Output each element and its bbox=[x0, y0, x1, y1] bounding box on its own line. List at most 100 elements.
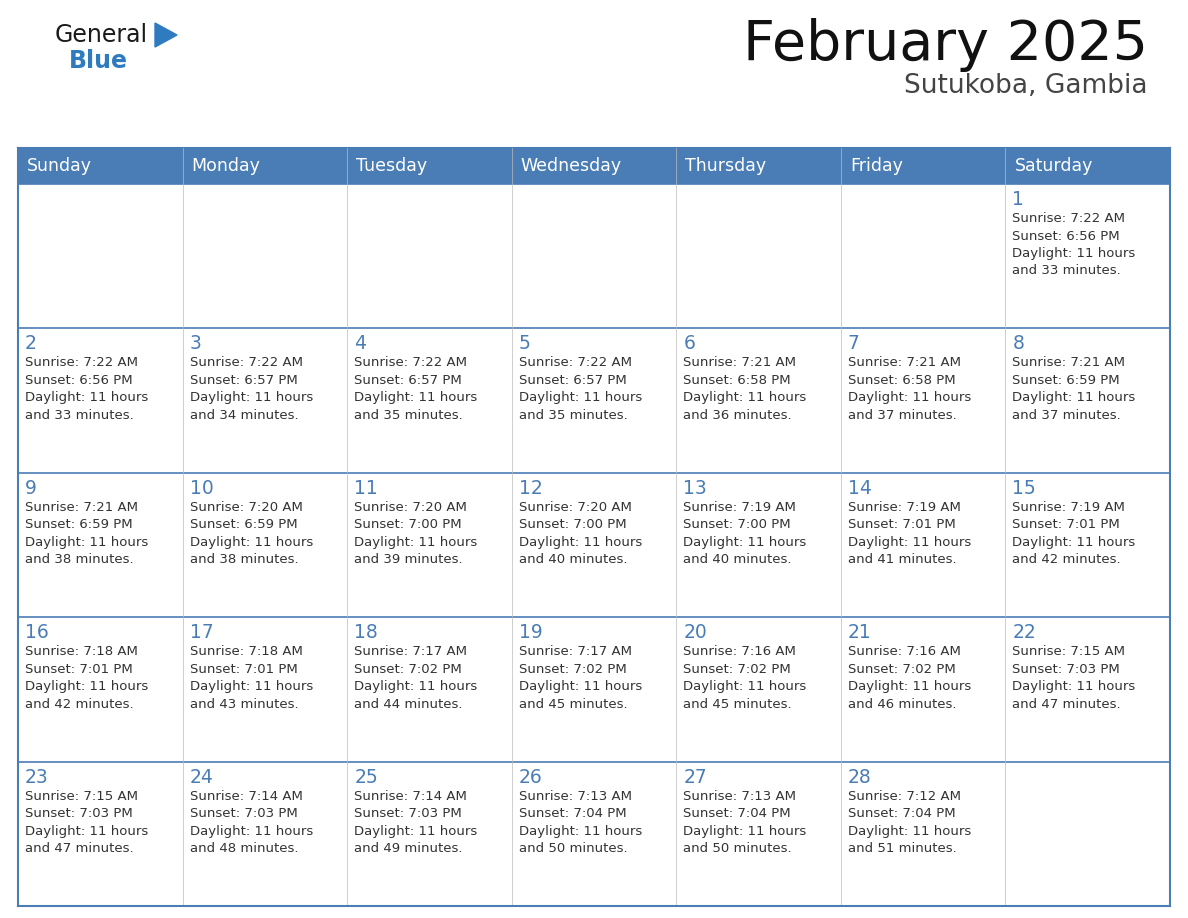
Bar bbox=[1005, 329, 1170, 473]
Text: and 50 minutes.: and 50 minutes. bbox=[683, 842, 792, 855]
Text: and 51 minutes.: and 51 minutes. bbox=[848, 842, 956, 855]
Bar bbox=[1005, 617, 1170, 762]
Text: Sunset: 7:01 PM: Sunset: 7:01 PM bbox=[190, 663, 297, 676]
Text: and 47 minutes.: and 47 minutes. bbox=[25, 842, 133, 855]
Text: Sunset: 6:58 PM: Sunset: 6:58 PM bbox=[848, 374, 955, 386]
Text: Daylight: 11 hours: Daylight: 11 hours bbox=[848, 536, 971, 549]
Text: Daylight: 11 hours: Daylight: 11 hours bbox=[1012, 391, 1136, 405]
Text: Daylight: 11 hours: Daylight: 11 hours bbox=[519, 391, 642, 405]
Text: Daylight: 11 hours: Daylight: 11 hours bbox=[519, 536, 642, 549]
Text: General: General bbox=[55, 23, 148, 47]
Text: 6: 6 bbox=[683, 334, 695, 353]
Bar bbox=[841, 329, 1005, 473]
Bar bbox=[841, 473, 1005, 617]
Text: February 2025: February 2025 bbox=[742, 18, 1148, 72]
Bar bbox=[841, 762, 1005, 906]
Text: and 36 minutes.: and 36 minutes. bbox=[683, 409, 792, 422]
Text: 16: 16 bbox=[25, 623, 49, 643]
Text: Daylight: 11 hours: Daylight: 11 hours bbox=[519, 680, 642, 693]
Text: 19: 19 bbox=[519, 623, 543, 643]
Text: Sunrise: 7:22 AM: Sunrise: 7:22 AM bbox=[1012, 212, 1125, 225]
Text: 22: 22 bbox=[1012, 623, 1036, 643]
Text: 25: 25 bbox=[354, 767, 378, 787]
Bar bbox=[1005, 762, 1170, 906]
Text: 7: 7 bbox=[848, 334, 860, 353]
Text: 1: 1 bbox=[1012, 190, 1024, 209]
Text: Sunset: 7:02 PM: Sunset: 7:02 PM bbox=[848, 663, 955, 676]
Text: and 45 minutes.: and 45 minutes. bbox=[519, 698, 627, 711]
Text: and 44 minutes.: and 44 minutes. bbox=[354, 698, 462, 711]
Bar bbox=[841, 184, 1005, 329]
Text: and 41 minutes.: and 41 minutes. bbox=[848, 554, 956, 566]
Text: 11: 11 bbox=[354, 479, 378, 498]
Bar bbox=[512, 617, 676, 762]
Text: Daylight: 11 hours: Daylight: 11 hours bbox=[848, 680, 971, 693]
Bar bbox=[183, 473, 347, 617]
Text: Sunrise: 7:15 AM: Sunrise: 7:15 AM bbox=[1012, 645, 1125, 658]
Text: Saturday: Saturday bbox=[1015, 157, 1093, 175]
Text: Sunrise: 7:17 AM: Sunrise: 7:17 AM bbox=[519, 645, 632, 658]
Text: Daylight: 11 hours: Daylight: 11 hours bbox=[25, 680, 148, 693]
Text: 4: 4 bbox=[354, 334, 366, 353]
Text: Sunrise: 7:17 AM: Sunrise: 7:17 AM bbox=[354, 645, 467, 658]
Text: Sunrise: 7:16 AM: Sunrise: 7:16 AM bbox=[683, 645, 796, 658]
Text: and 33 minutes.: and 33 minutes. bbox=[1012, 264, 1121, 277]
Text: Daylight: 11 hours: Daylight: 11 hours bbox=[354, 391, 478, 405]
Text: Sunrise: 7:22 AM: Sunrise: 7:22 AM bbox=[25, 356, 138, 369]
Text: Sunset: 6:59 PM: Sunset: 6:59 PM bbox=[1012, 374, 1120, 386]
Polygon shape bbox=[154, 23, 177, 47]
Text: Sunrise: 7:18 AM: Sunrise: 7:18 AM bbox=[190, 645, 303, 658]
Text: 5: 5 bbox=[519, 334, 531, 353]
Bar bbox=[183, 184, 347, 329]
Text: Sunrise: 7:15 AM: Sunrise: 7:15 AM bbox=[25, 789, 138, 802]
Text: Daylight: 11 hours: Daylight: 11 hours bbox=[354, 536, 478, 549]
Bar bbox=[18, 617, 183, 762]
Text: Sunrise: 7:22 AM: Sunrise: 7:22 AM bbox=[354, 356, 467, 369]
Text: Sunset: 6:56 PM: Sunset: 6:56 PM bbox=[25, 374, 133, 386]
Bar bbox=[347, 617, 512, 762]
Text: Daylight: 11 hours: Daylight: 11 hours bbox=[683, 536, 807, 549]
Text: Sunrise: 7:22 AM: Sunrise: 7:22 AM bbox=[190, 356, 303, 369]
Text: 28: 28 bbox=[848, 767, 872, 787]
Bar bbox=[512, 184, 676, 329]
Bar bbox=[512, 473, 676, 617]
Bar bbox=[347, 184, 512, 329]
Text: Sunrise: 7:13 AM: Sunrise: 7:13 AM bbox=[683, 789, 796, 802]
Text: Daylight: 11 hours: Daylight: 11 hours bbox=[25, 824, 148, 837]
Text: 3: 3 bbox=[190, 334, 202, 353]
Text: Daylight: 11 hours: Daylight: 11 hours bbox=[354, 824, 478, 837]
Text: Sunrise: 7:14 AM: Sunrise: 7:14 AM bbox=[190, 789, 303, 802]
Text: and 43 minutes.: and 43 minutes. bbox=[190, 698, 298, 711]
Text: Sunset: 7:00 PM: Sunset: 7:00 PM bbox=[683, 519, 791, 532]
Text: and 38 minutes.: and 38 minutes. bbox=[25, 554, 133, 566]
Text: Sunrise: 7:18 AM: Sunrise: 7:18 AM bbox=[25, 645, 138, 658]
Text: and 47 minutes.: and 47 minutes. bbox=[1012, 698, 1121, 711]
Text: Daylight: 11 hours: Daylight: 11 hours bbox=[1012, 536, 1136, 549]
Text: Sunset: 7:01 PM: Sunset: 7:01 PM bbox=[25, 663, 133, 676]
Text: and 35 minutes.: and 35 minutes. bbox=[519, 409, 627, 422]
Text: and 37 minutes.: and 37 minutes. bbox=[1012, 409, 1121, 422]
Text: 8: 8 bbox=[1012, 334, 1024, 353]
Text: and 46 minutes.: and 46 minutes. bbox=[848, 698, 956, 711]
Bar bbox=[183, 762, 347, 906]
Text: Sunset: 7:01 PM: Sunset: 7:01 PM bbox=[1012, 519, 1120, 532]
Text: and 42 minutes.: and 42 minutes. bbox=[1012, 554, 1121, 566]
Text: Daylight: 11 hours: Daylight: 11 hours bbox=[190, 536, 312, 549]
Text: Daylight: 11 hours: Daylight: 11 hours bbox=[683, 680, 807, 693]
Text: Sunset: 7:00 PM: Sunset: 7:00 PM bbox=[519, 519, 626, 532]
Text: Sunrise: 7:20 AM: Sunrise: 7:20 AM bbox=[519, 501, 632, 514]
Text: Daylight: 11 hours: Daylight: 11 hours bbox=[683, 391, 807, 405]
Text: Sunrise: 7:19 AM: Sunrise: 7:19 AM bbox=[848, 501, 961, 514]
Text: Sunset: 7:00 PM: Sunset: 7:00 PM bbox=[354, 519, 462, 532]
Text: and 33 minutes.: and 33 minutes. bbox=[25, 409, 134, 422]
Text: Sunrise: 7:22 AM: Sunrise: 7:22 AM bbox=[519, 356, 632, 369]
Text: Sunset: 6:56 PM: Sunset: 6:56 PM bbox=[1012, 230, 1120, 242]
Text: Sunrise: 7:20 AM: Sunrise: 7:20 AM bbox=[190, 501, 303, 514]
Text: Sunset: 6:58 PM: Sunset: 6:58 PM bbox=[683, 374, 791, 386]
Bar bbox=[1005, 473, 1170, 617]
Text: Daylight: 11 hours: Daylight: 11 hours bbox=[25, 391, 148, 405]
Bar bbox=[18, 329, 183, 473]
Text: 23: 23 bbox=[25, 767, 49, 787]
Text: Sunset: 7:03 PM: Sunset: 7:03 PM bbox=[354, 807, 462, 820]
Text: Blue: Blue bbox=[69, 49, 128, 73]
